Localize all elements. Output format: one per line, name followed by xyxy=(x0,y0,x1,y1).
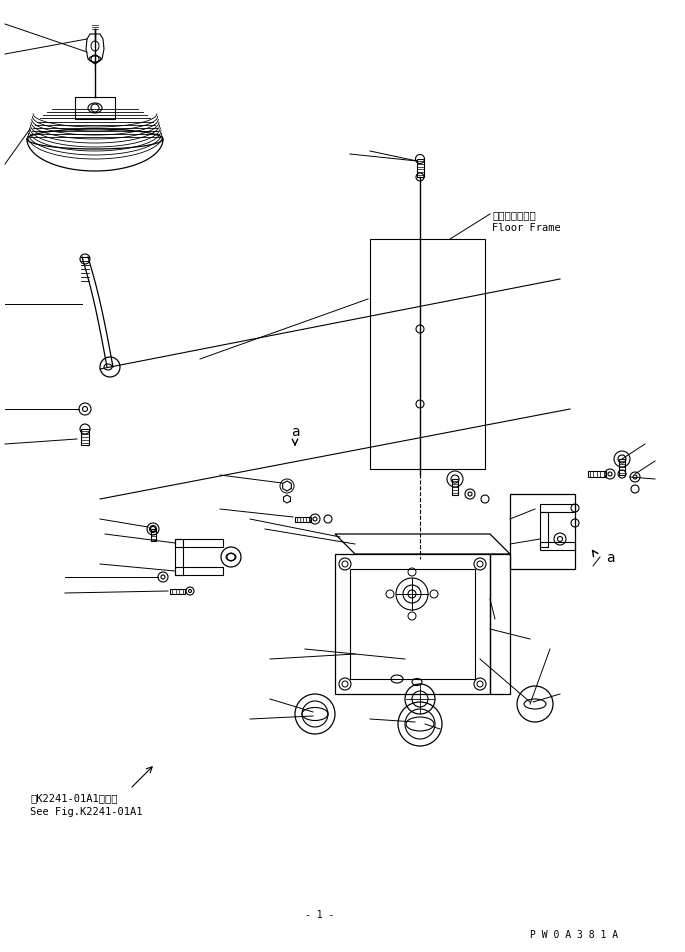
Bar xyxy=(81,429,89,446)
Text: - 1 -: - 1 - xyxy=(306,909,335,919)
Bar xyxy=(540,543,575,550)
Bar xyxy=(370,240,485,469)
Bar xyxy=(295,517,311,522)
Bar xyxy=(175,567,223,575)
Bar xyxy=(510,494,575,569)
Bar xyxy=(75,98,115,120)
Bar xyxy=(175,540,183,575)
Bar xyxy=(540,512,548,547)
Text: a: a xyxy=(290,425,299,439)
Bar xyxy=(490,554,510,694)
Bar xyxy=(588,471,606,478)
Text: Floor Frame: Floor Frame xyxy=(492,223,561,232)
Bar xyxy=(170,589,185,594)
Text: P W 0 A 3 8 1 A: P W 0 A 3 8 1 A xyxy=(530,929,618,939)
Bar xyxy=(416,160,423,178)
Bar xyxy=(619,460,625,475)
Text: See Fig.K2241-01A1: See Fig.K2241-01A1 xyxy=(30,806,142,816)
Bar xyxy=(335,554,490,694)
Text: 第K2241-01A1図参照: 第K2241-01A1図参照 xyxy=(30,792,118,803)
Bar xyxy=(540,505,575,512)
Bar xyxy=(175,540,223,547)
Text: フロアフレーム: フロアフレーム xyxy=(492,209,536,220)
Text: a: a xyxy=(606,550,614,565)
Bar xyxy=(350,569,475,680)
Bar xyxy=(452,480,458,495)
Bar xyxy=(151,529,155,542)
